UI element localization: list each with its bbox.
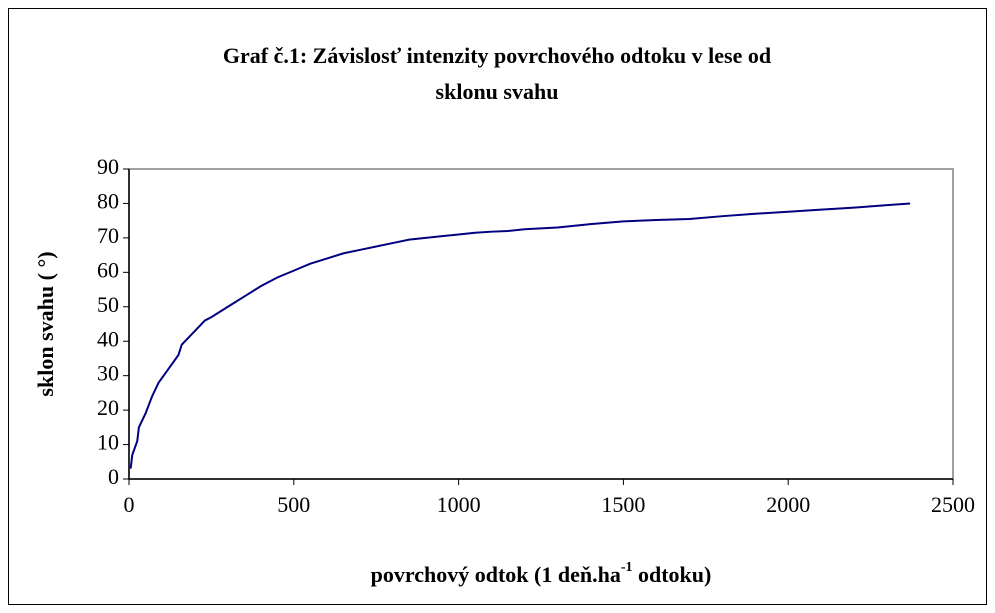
y-tick-label: 30 xyxy=(97,361,119,386)
y-tick-label: 60 xyxy=(97,257,119,282)
y-tick-label: 80 xyxy=(97,188,119,213)
chart-title: sklonu svahu xyxy=(436,79,559,104)
y-axis-label: sklon svahu ( °) xyxy=(33,251,58,396)
x-tick-label: 0 xyxy=(124,492,135,517)
y-tick-label: 40 xyxy=(97,326,119,351)
y-tick-label: 50 xyxy=(97,292,119,317)
chart-title: Graf č.1: Závislosť intenzity povrchovéh… xyxy=(223,43,771,68)
line-series xyxy=(129,202,911,469)
x-tick-label: 1500 xyxy=(601,492,645,517)
x-tick-label: 1000 xyxy=(437,492,481,517)
y-tick-label: 90 xyxy=(97,154,119,179)
x-axis-label-part: povrchový odtok (1 deň.ha xyxy=(371,562,621,587)
y-tick-label: 70 xyxy=(97,223,119,248)
y-tick-label: 0 xyxy=(108,464,119,489)
x-axis-label: povrchový odtok (1 deň.ha-1 odtoku) xyxy=(371,560,712,587)
x-axis-label-part: odtoku) xyxy=(633,562,712,587)
x-tick-label: 2500 xyxy=(931,492,975,517)
chart-border xyxy=(8,8,987,605)
y-tick-label: 10 xyxy=(97,430,119,455)
x-tick-label: 500 xyxy=(277,492,310,517)
x-axis-label-superscript: -1 xyxy=(621,560,633,575)
x-tick-label: 2000 xyxy=(766,492,810,517)
y-tick-label: 20 xyxy=(97,395,119,420)
